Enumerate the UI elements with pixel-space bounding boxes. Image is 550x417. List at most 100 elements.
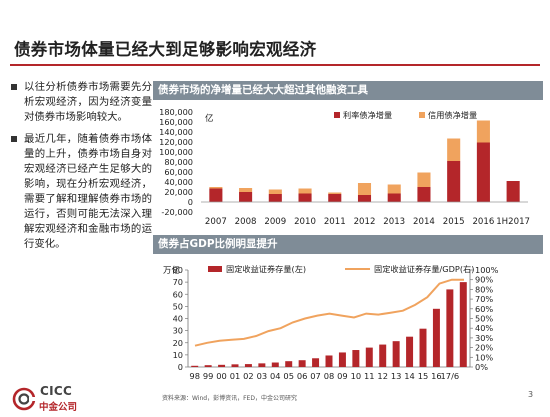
chart2-left-tick-label: 10 (173, 350, 183, 360)
chart2-bar (218, 364, 226, 367)
chart2-x-tick-label: 00 (216, 371, 227, 381)
chart2-bar (392, 341, 400, 367)
chart2-x-tick-label: 01 (230, 371, 241, 381)
chart1-y-tick-label: 60,000 (164, 167, 193, 177)
chart1-bar-rate-bond (476, 142, 490, 202)
chart2-x-tick-label: 02 (243, 371, 254, 381)
chart1-x-tick-label: 2012 (354, 217, 376, 227)
chart2-right-tick-label: 30% (475, 333, 493, 343)
bullet-list: 以往分析债券市场需要先分析宏观经济，因为经济变量对债券市场影响较大。 最近几年，… (10, 80, 152, 259)
chart2-bar (379, 344, 387, 367)
chart1-bar-rate-bond (506, 181, 520, 202)
chart2-left-tick-label: 80 (173, 265, 183, 275)
chart2-x-tick-label: 06 (297, 371, 308, 381)
chart2-bar (271, 362, 279, 367)
chart2-bar (352, 350, 360, 367)
chart1-x-tick-label: 2015 (443, 217, 465, 227)
chart1-x-tick-label: 2010 (294, 217, 316, 227)
chart2-right-tick-label: 100% (475, 265, 499, 275)
chart1-bar-rate-bond (387, 193, 401, 202)
chart2-left-unit-label: 万亿 (163, 265, 180, 276)
chart2-right-tick-label: 60% (475, 304, 493, 314)
chart1-y-tick-label: 140,000 (159, 127, 193, 137)
logo-text-cn: 中金公司 (39, 402, 78, 413)
chart1-bar-credit-bond (209, 187, 223, 189)
chart2-legend-swatch-bar (208, 266, 222, 272)
chart1-x-tick-label: 2008 (235, 217, 257, 227)
bullet-item: 最近几年，随着债券市场体量的上升，债券市场自身对宏观经济已经产生足够大的影响，现… (10, 132, 152, 252)
chart1-legend-swatch-rate (334, 112, 340, 118)
chart1-bar-rate-bond (447, 161, 461, 202)
chart2-x-tick-label: 13 (391, 371, 402, 381)
chart2-right-tick-label: 80% (475, 284, 493, 294)
chart2-x-tick-label: 05 (283, 371, 294, 381)
chart2-left-tick-label: 40 (173, 314, 183, 324)
chart2-x-tick-label: 98 (189, 371, 200, 381)
chart1-x-tick-label: 2013 (383, 217, 405, 227)
chart1-bar-credit-bond (268, 189, 282, 194)
chart2-x-tick-label: 16 (431, 371, 442, 381)
chart1-y-tick-label: 40,000 (164, 177, 193, 187)
chart1-bar-credit-bond (239, 188, 253, 192)
chart1-bar-credit-bond (417, 172, 431, 187)
chart2-bar (244, 364, 252, 367)
chart2-left-tick-label: 0 (178, 362, 183, 372)
chart1-bar-rate-bond (268, 194, 282, 202)
chart2-bar (285, 361, 293, 367)
chart2-bar (406, 336, 414, 367)
cicc-logo: CICC 中金公司 (9, 384, 77, 414)
chart2-left-tick-label: 60 (173, 289, 183, 299)
chart2-right-tick-label: 70% (475, 294, 493, 304)
chart2-x-tick-label: 12 (377, 371, 388, 381)
chart1-bar-rate-bond (328, 194, 342, 202)
chart1-legend-label: 利率债净增量 (343, 110, 392, 120)
cicc-logo-mark-icon (12, 387, 36, 411)
chart1-y-tick-label: 20,000 (164, 187, 193, 197)
chart1-y-tick-label: 80,000 (164, 157, 193, 167)
chart1-bar-credit-bond (447, 138, 461, 161)
chart2-x-tick-label: 04 (270, 371, 281, 381)
chart1-x-tick-label: 2007 (205, 217, 227, 227)
chart1-x-tick-label: 2016 (472, 217, 494, 227)
chart2-x-tick-label: 11 (364, 371, 375, 381)
chart1-bar-credit-bond (298, 188, 312, 194)
chart2-right-tick-label: 90% (475, 275, 493, 285)
chart1-y-tick-label: 180,000 (159, 107, 193, 117)
bullet-square-icon (11, 84, 17, 90)
chart1-bar-rate-bond (298, 193, 312, 202)
chart2-ratio-line (194, 278, 464, 347)
chart2-right-tick-label: 10% (475, 352, 493, 362)
logo-text-en: CICC (40, 384, 73, 398)
chart2-bar (298, 360, 306, 367)
chart2-x-tick-label: 09 (337, 371, 348, 381)
chart1-bar-rate-bond (209, 188, 223, 202)
chart1-legend-swatch-credit (419, 112, 425, 118)
chart1-legend-label: 信用债净增量 (428, 110, 477, 120)
chart2-left-tick-label: 30 (173, 326, 183, 336)
chart2-x-tick-label: 03 (257, 371, 268, 381)
chart1-bar-credit-bond (328, 192, 342, 194)
chart2-x-tick-label: 15 (418, 371, 429, 381)
chart2-right-tick-label: 20% (475, 343, 493, 353)
chart2-left-tick-label: 20 (173, 338, 183, 348)
chart2-bar (204, 365, 212, 367)
chart1-bar-credit-bond (357, 183, 372, 195)
chart1-y-tick-label: -20,000 (161, 207, 193, 217)
chart2-bar (459, 282, 467, 367)
chart1-x-tick-label: 2014 (413, 217, 435, 227)
chart1-bar-rate-bond (357, 195, 372, 202)
chart2-left-tick-label: 50 (173, 301, 183, 311)
chart2-bar (419, 328, 427, 367)
chart1-x-tick-label: 2011 (324, 217, 346, 227)
title-divider (10, 64, 540, 66)
chart1-x-tick-label: 2009 (264, 217, 286, 227)
chart1-bar-credit-bond (387, 184, 401, 194)
chart1-bar-rate-bond (417, 187, 431, 202)
chart2-right-tick-label: 50% (475, 314, 493, 324)
chart2-bar (191, 365, 199, 367)
chart2-right-tick-label: 40% (475, 323, 493, 333)
chart2-x-tick-label: 99 (203, 371, 214, 381)
chart2-x-tick-label: 10 (351, 371, 362, 381)
chart2-bar (446, 289, 454, 367)
